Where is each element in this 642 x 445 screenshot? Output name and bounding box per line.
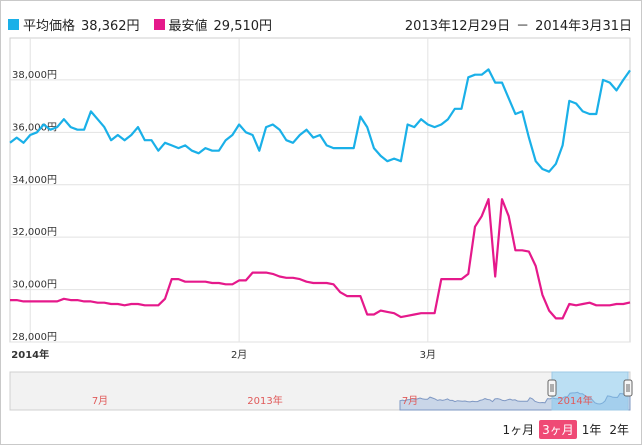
series-layer <box>9 68 631 320</box>
legend-item-minimum[interactable]: 最安値 29,510円 <box>153 15 273 34</box>
navigator-area <box>399 391 631 411</box>
navigator-label: 7月 <box>402 395 418 407</box>
navigator-label: 2013年 <box>247 394 282 407</box>
grid-layer <box>9 37 631 343</box>
legend-label-minimum: 最安値 <box>168 18 208 34</box>
navigator-handle-right <box>623 379 633 397</box>
legend-label-average: 平均価格 <box>23 18 76 34</box>
y-tick-label: 28,000円 <box>12 332 57 343</box>
y-tick-label: 38,000円 <box>12 70 57 81</box>
series-line-average <box>9 68 631 173</box>
date-range-start: 2013年12月29日 <box>404 18 511 34</box>
legend-swatch-minimum <box>153 18 165 30</box>
x-tick-labels: 2014年 2月 3月 <box>11 348 436 361</box>
plot-border <box>9 37 631 343</box>
x-tick-label: 2014年 <box>11 348 49 361</box>
range-button-3months[interactable]: 3ヶ月 <box>539 419 577 439</box>
y-tick-labels: 28,000円 30,000円 32,000円 34,000円 36,000円 38,00… <box>12 70 57 343</box>
legend-item-average[interactable]: 平均価格 38,362円 <box>8 15 140 34</box>
legend-value-average: 38,362円 <box>81 18 140 34</box>
range-button-1year[interactable]: 1年 <box>581 422 602 437</box>
y-tick-label: 36,000円 <box>12 122 57 133</box>
legend: 平均価格 38,362円 最安値 29,510円 <box>8 15 286 34</box>
navigator-label: 7月 <box>92 395 108 407</box>
navigator-label: 2014年 <box>557 394 592 407</box>
range-buttons: 1ヶ月 3ヶ月 1年 2年 <box>497 419 632 439</box>
y-tick-label: 34,000円 <box>12 175 57 186</box>
range-button-2years[interactable]: 2年 <box>609 422 629 437</box>
x-tick-label: 3月 <box>420 349 436 361</box>
date-range-end: 2014年3月31日 <box>535 18 632 34</box>
legend-swatch-average <box>8 18 19 30</box>
series-line-minimum <box>10 198 631 320</box>
navigator: 7月 2013年 7月 2014年 <box>9 371 633 411</box>
navigator-handle-left <box>547 379 557 397</box>
y-tick-label: 30,000円 <box>12 280 57 291</box>
date-range-separator: － <box>516 18 530 34</box>
y-tick-label: 32,000円 <box>12 227 57 238</box>
legend-value-minimum: 29,510円 <box>213 18 273 34</box>
range-button-1month[interactable]: 1ヶ月 <box>502 422 535 437</box>
x-tick-label: 2月 <box>231 349 247 361</box>
date-range: 2013年12月29日 － 2014年3月31日 <box>404 15 632 34</box>
